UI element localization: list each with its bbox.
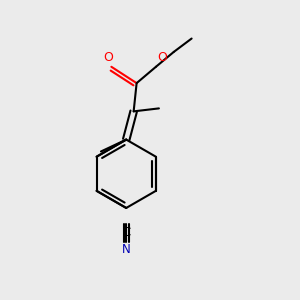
Text: O: O [158, 51, 167, 64]
Text: C: C [122, 226, 130, 239]
Text: O: O [103, 51, 113, 64]
Text: N: N [122, 243, 130, 256]
